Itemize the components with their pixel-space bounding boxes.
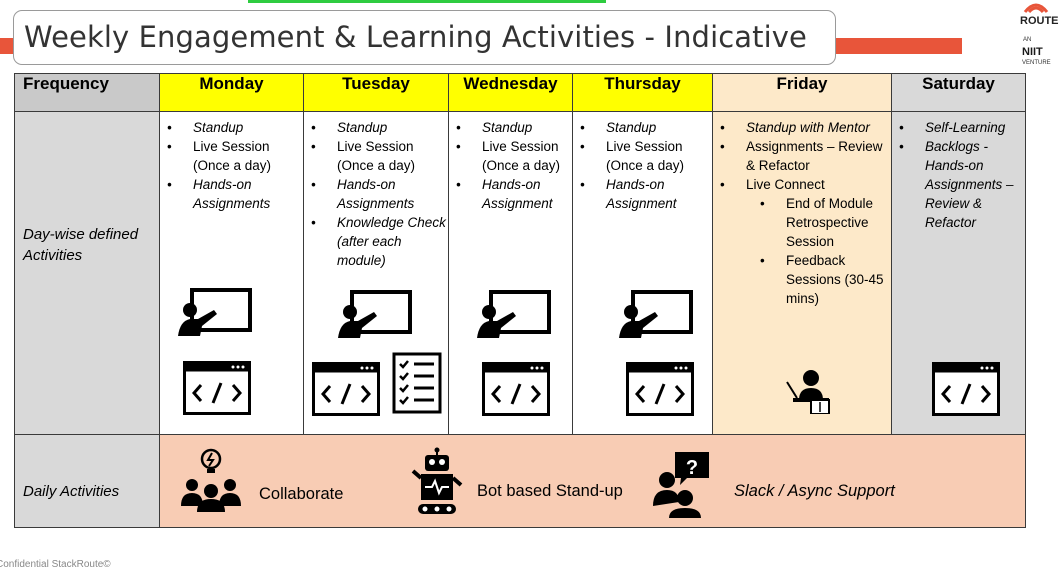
team-idea-icon xyxy=(181,448,241,512)
list-item-label: Live Connect xyxy=(746,177,825,192)
header-wednesday: Wednesday xyxy=(448,73,573,112)
row-label-daily: Daily Activities xyxy=(14,434,160,528)
robot-icon xyxy=(411,447,463,514)
daily-activities-row: Daily Activities Collaborate xyxy=(14,434,1026,528)
wednesday-list: Standup Live Session (Once a day) Hands-… xyxy=(449,118,572,213)
daily-bot-standup-label: Bot based Stand-up xyxy=(477,482,623,500)
title-box: Weekly Engagement & Learning Activities … xyxy=(13,10,836,65)
friday-cell: Standup with Mentor Assignments – Review… xyxy=(712,111,892,435)
logo-venture-text: VENTURE xyxy=(1022,60,1051,66)
header-row: Frequency Monday Tuesday Wednesday Thurs… xyxy=(14,73,1026,112)
list-item: Live Session (Once a day) xyxy=(311,137,448,175)
sub-list-item: Feedback Sessions (30-45 mins) xyxy=(760,251,891,308)
checklist-icon xyxy=(392,352,442,414)
list-item: Hands-on Assignments xyxy=(311,175,448,213)
friday-sublist: End of Module Retrospective Session Feed… xyxy=(746,194,891,308)
logo-mark-icon xyxy=(1023,3,1049,14)
code-window-icon xyxy=(626,362,694,416)
daily-slack-support-label: Slack / Async Support xyxy=(734,482,895,500)
tuesday-cell: Standup Live Session (Once a day) Hands-… xyxy=(303,111,449,435)
monday-cell: Standup Live Session (Once a day) Hands-… xyxy=(159,111,304,435)
svg-text:?: ? xyxy=(686,457,698,479)
code-window-icon xyxy=(312,362,380,416)
list-item: Hands-on Assignment xyxy=(580,175,712,213)
code-window-icon xyxy=(183,361,251,415)
thursday-list: Standup Live Session (Once a day) Hands-… xyxy=(573,118,712,213)
saturday-cell: Self-Learning Backlogs - Hands-on Assign… xyxy=(891,111,1026,435)
code-window-icon xyxy=(932,362,1000,416)
list-item: Live Session (Once a day) xyxy=(456,137,572,175)
header-thursday: Thursday xyxy=(572,73,713,112)
header-friday: Friday xyxy=(712,73,892,112)
list-item: Backlogs - Hands-on Assignments – Review… xyxy=(899,137,1025,232)
header-saturday: Saturday xyxy=(891,73,1026,112)
question-support-icon: ? xyxy=(653,452,709,518)
list-item: Standup xyxy=(580,118,712,137)
list-item: Live Connect End of Module Retrospective… xyxy=(720,175,891,308)
whiteboard-teacher-icon xyxy=(477,290,551,338)
daily-collaborate-label: Collaborate xyxy=(259,485,344,503)
page-title: Weekly Engagement & Learning Activities … xyxy=(24,20,807,54)
footer-confidential: Confidential StackRoute© xyxy=(0,559,111,570)
list-item: Assignments – Review & Refactor xyxy=(720,137,891,175)
weekly-schedule-table: Frequency Monday Tuesday Wednesday Thurs… xyxy=(14,73,1026,528)
list-item: Live Session (Once a day) xyxy=(580,137,712,175)
wednesday-cell: Standup Live Session (Once a day) Hands-… xyxy=(448,111,573,435)
brand-logo: ROUTE AN NIIT VENTURE xyxy=(1018,0,1060,70)
code-window-icon xyxy=(482,362,550,416)
logo-route-text: ROUTE xyxy=(1020,15,1059,27)
list-item: Standup xyxy=(311,118,448,137)
row-label-daily-text: Daily Activities xyxy=(23,483,120,500)
list-item: Self-Learning xyxy=(899,118,1025,137)
list-item: Hands-on Assignment xyxy=(456,175,572,213)
header-frequency: Frequency xyxy=(14,73,160,112)
saturday-list: Self-Learning Backlogs - Hands-on Assign… xyxy=(892,118,1025,232)
activities-row: Day-wise defined Activities Standup Live… xyxy=(14,111,1026,435)
list-item: Standup with Mentor xyxy=(720,118,891,137)
logo-an-text: AN xyxy=(1023,37,1032,43)
whiteboard-teacher-icon xyxy=(178,288,252,336)
list-item: Live Session (Once a day) xyxy=(167,137,303,175)
row-label-activities-text: Day-wise defined Activities xyxy=(23,226,139,264)
thursday-cell: Standup Live Session (Once a day) Hands-… xyxy=(572,111,713,435)
header-tuesday: Tuesday xyxy=(303,73,449,112)
row-label-activities: Day-wise defined Activities xyxy=(14,111,160,435)
monday-list: Standup Live Session (Once a day) Hands-… xyxy=(160,118,303,213)
daily-activities-band: Collaborate Bot based Stand-up ? xyxy=(159,434,1026,528)
list-item: Knowledge Check (after each module) xyxy=(311,213,448,270)
mentor-reading-icon xyxy=(786,370,830,414)
tuesday-list: Standup Live Session (Once a day) Hands-… xyxy=(304,118,448,270)
whiteboard-teacher-icon xyxy=(338,290,412,338)
logo-niit-text: NIIT xyxy=(1022,46,1043,58)
list-item: Hands-on Assignments xyxy=(167,175,303,213)
sub-list-item: End of Module Retrospective Session xyxy=(760,194,891,251)
whiteboard-teacher-icon xyxy=(619,290,693,338)
list-item: Standup xyxy=(167,118,303,137)
friday-list: Standup with Mentor Assignments – Review… xyxy=(713,118,891,308)
header-monday: Monday xyxy=(159,73,304,112)
list-item: Standup xyxy=(456,118,572,137)
top-accent-bar xyxy=(248,0,606,3)
